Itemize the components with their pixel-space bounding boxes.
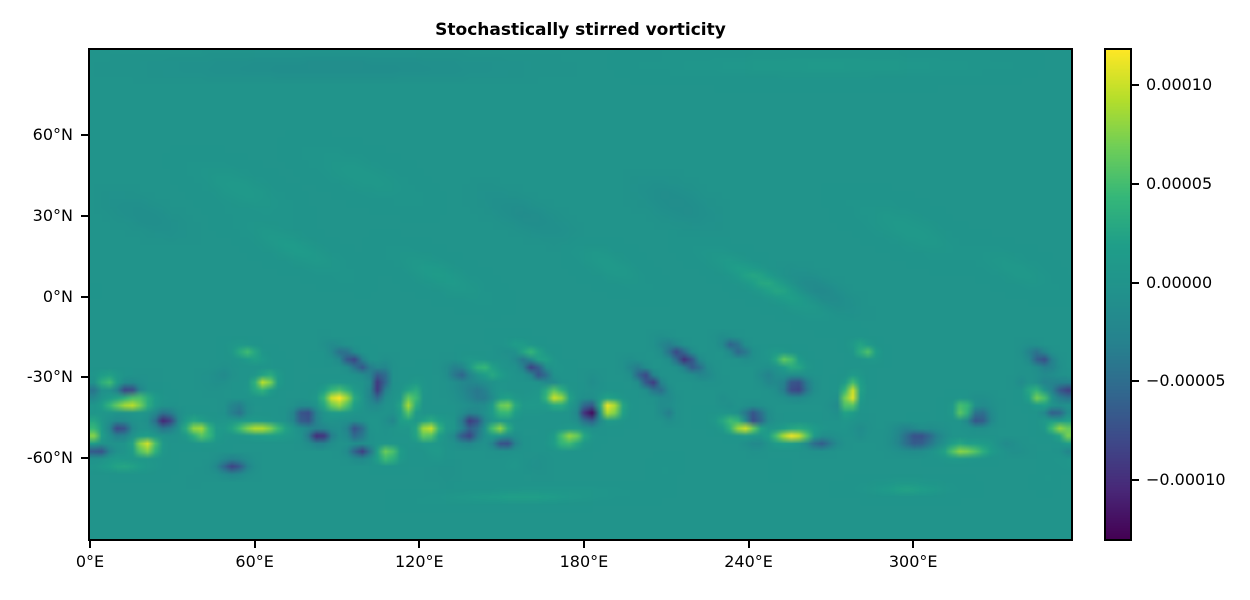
y-tick-mark [81,376,88,379]
x-tick-mark [418,541,421,548]
colorbar-tick-mark [1132,84,1139,87]
colorbar-tick-mark [1132,380,1139,383]
y-tick-mark [81,214,88,217]
y-tick-label: 60°N [32,124,73,144]
colorbar-tick-label: 0.00005 [1146,174,1213,194]
x-tick-label: 60°E [235,552,274,571]
y-tick-label: -30°N [26,367,73,387]
colorbar [1104,48,1132,541]
x-tick-mark [89,541,91,548]
x-tick-label: 0°E [75,552,105,571]
colorbar-tick-mark [1132,281,1139,284]
x-tick-label: 300°E [888,552,938,571]
x-tick-label: 120°E [394,552,444,571]
heatmap-plot-area [88,48,1073,541]
y-tick-mark [81,457,88,460]
chart-title: Stochastically stirred vorticity [435,20,726,40]
y-tick-label: 30°N [32,205,73,225]
x-tick-label: 180°E [559,552,609,571]
x-tick-mark [747,541,750,548]
colorbar-tick-label: −0.00005 [1146,371,1226,391]
colorbar-tick-mark [1132,183,1139,186]
y-tick-label: 0°N [42,286,73,306]
x-tick-label: 240°E [724,552,773,571]
colorbar-tick-label: 0.00010 [1146,75,1213,95]
x-tick-mark [582,541,585,548]
colorbar-tick-mark [1132,478,1139,481]
colorbar-gradient-canvas [1106,50,1130,539]
x-tick-mark [253,541,256,548]
y-tick-label: -60°N [26,448,73,468]
y-tick-mark [81,295,88,298]
vorticity-heatmap-canvas [90,50,1071,539]
colorbar-tick-label: 0.00000 [1146,272,1213,292]
y-tick-mark [81,133,88,136]
x-tick-mark [912,541,915,548]
colorbar-tick-label: −0.00010 [1146,469,1226,489]
